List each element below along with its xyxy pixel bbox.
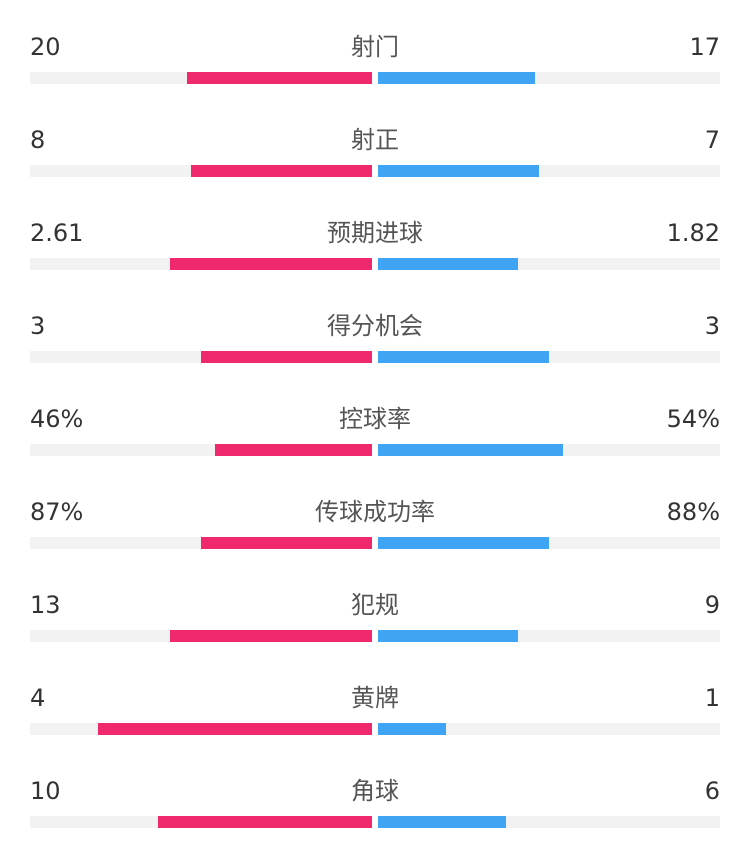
home-value: 3 bbox=[30, 312, 46, 340]
home-bar bbox=[158, 816, 372, 828]
home-value: 8 bbox=[30, 126, 46, 154]
stat-label: 角球 bbox=[351, 777, 399, 805]
away-value: 17 bbox=[689, 33, 720, 61]
home-bar-track bbox=[30, 351, 372, 363]
away-bar bbox=[378, 72, 536, 84]
stat-row-corners: 10 角球 6 bbox=[0, 744, 750, 837]
home-bar-track bbox=[30, 258, 372, 270]
home-bar-track bbox=[30, 72, 372, 84]
stat-row-expected-goals: 2.61 预期进球 1.82 bbox=[0, 186, 750, 279]
away-bar bbox=[378, 723, 447, 735]
home-bar bbox=[201, 351, 372, 363]
home-bar bbox=[190, 165, 372, 177]
away-bar bbox=[378, 444, 563, 456]
away-value: 1 bbox=[704, 684, 720, 712]
stat-label: 得分机会 bbox=[327, 312, 423, 340]
stat-label: 犯规 bbox=[351, 591, 399, 619]
home-bar bbox=[170, 258, 372, 270]
home-value: 10 bbox=[30, 777, 61, 805]
home-bar-track bbox=[30, 165, 372, 177]
away-bar bbox=[378, 258, 519, 270]
away-value: 54% bbox=[666, 405, 720, 433]
away-bar-track bbox=[378, 723, 720, 735]
away-bar-track bbox=[378, 258, 720, 270]
home-bar-track bbox=[30, 816, 372, 828]
stat-label: 黄牌 bbox=[351, 684, 399, 712]
away-bar bbox=[378, 351, 549, 363]
away-bar-track bbox=[378, 444, 720, 456]
stat-label: 控球率 bbox=[339, 405, 411, 433]
away-bar bbox=[378, 630, 519, 642]
home-bar-track bbox=[30, 630, 372, 642]
home-bar bbox=[201, 537, 372, 549]
stat-row-possession: 46% 控球率 54% bbox=[0, 372, 750, 465]
away-bar-track bbox=[378, 165, 720, 177]
home-value: 20 bbox=[30, 33, 61, 61]
home-bar bbox=[214, 444, 372, 456]
stat-label: 射门 bbox=[351, 33, 399, 61]
stat-row-yellow-cards: 4 黄牌 1 bbox=[0, 651, 750, 744]
stat-row-pass-accuracy: 87% 传球成功率 88% bbox=[0, 465, 750, 558]
stat-row-fouls: 13 犯规 9 bbox=[0, 558, 750, 651]
stat-label: 传球成功率 bbox=[315, 498, 435, 526]
away-value: 9 bbox=[704, 591, 720, 619]
home-bar bbox=[98, 723, 372, 735]
away-value: 1.82 bbox=[666, 219, 720, 247]
home-bar bbox=[170, 630, 372, 642]
home-value: 87% bbox=[30, 498, 84, 526]
home-value: 2.61 bbox=[30, 219, 84, 247]
stat-row-big-chances: 3 得分机会 3 bbox=[0, 279, 750, 372]
away-bar bbox=[378, 537, 549, 549]
away-bar-track bbox=[378, 537, 720, 549]
home-bar-track bbox=[30, 723, 372, 735]
home-bar-track bbox=[30, 537, 372, 549]
away-bar bbox=[378, 816, 507, 828]
away-value: 88% bbox=[666, 498, 720, 526]
home-bar bbox=[187, 72, 372, 84]
away-value: 6 bbox=[704, 777, 720, 805]
stat-label: 射正 bbox=[351, 126, 399, 154]
home-bar-track bbox=[30, 444, 372, 456]
away-value: 3 bbox=[704, 312, 720, 340]
away-bar-track bbox=[378, 630, 720, 642]
stat-row-shots-on-target: 8 射正 7 bbox=[0, 93, 750, 186]
stat-label: 预期进球 bbox=[327, 219, 423, 247]
away-bar-track bbox=[378, 72, 720, 84]
home-value: 46% bbox=[30, 405, 84, 433]
away-bar-track bbox=[378, 816, 720, 828]
stat-row-shots: 20 射门 17 bbox=[0, 0, 750, 93]
away-value: 7 bbox=[704, 126, 720, 154]
home-value: 13 bbox=[30, 591, 61, 619]
away-bar bbox=[378, 165, 539, 177]
away-bar-track bbox=[378, 351, 720, 363]
home-value: 4 bbox=[30, 684, 46, 712]
